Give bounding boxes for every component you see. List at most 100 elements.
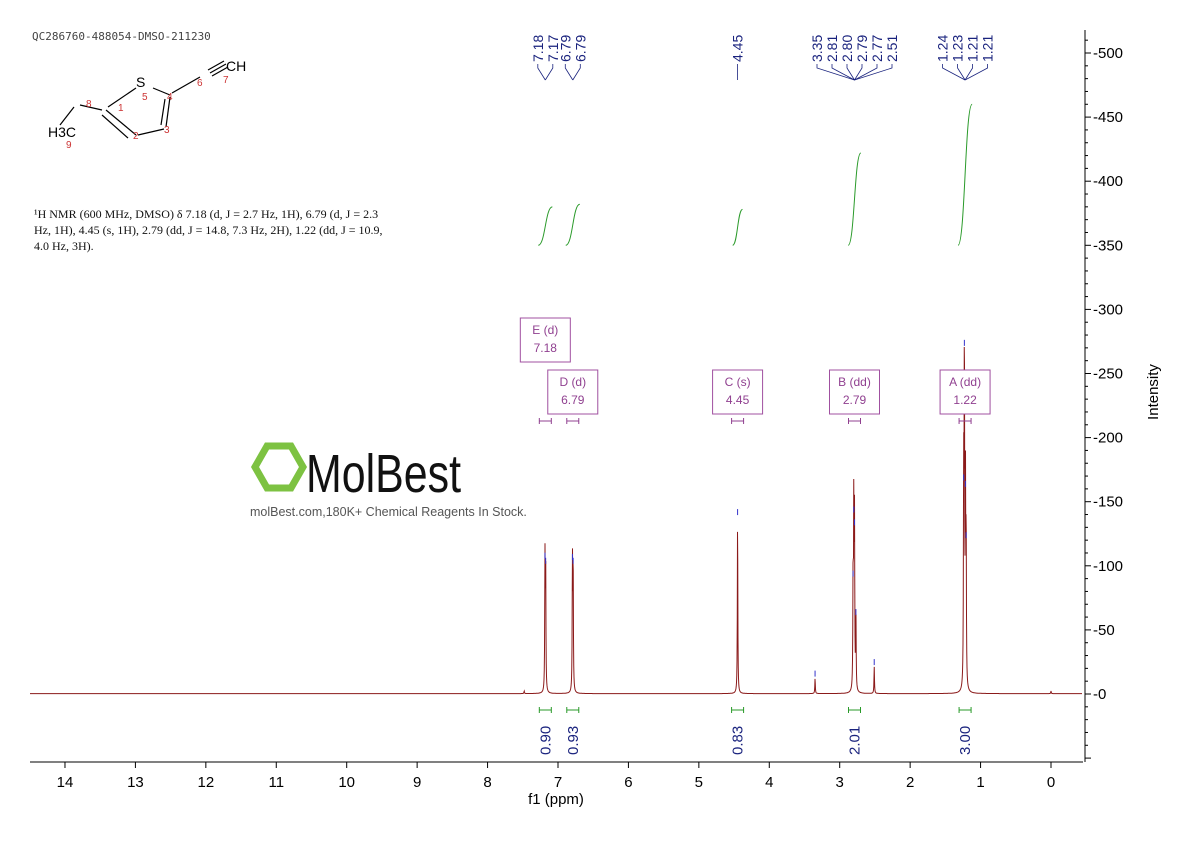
molecule-structure: S CH H3C 1 2 3 4 5 6 7 8 9	[48, 58, 246, 151]
sample-id: QC286760-488054-DMSO-211230	[32, 30, 211, 43]
multiplet-box	[712, 369, 764, 415]
peak-label-connector	[964, 64, 988, 81]
multiplet-shift: 1.22	[953, 393, 977, 407]
peak-shift-label: 7.18	[530, 35, 546, 62]
x-tick-label: 13	[127, 774, 144, 791]
integral-range	[731, 707, 745, 713]
multiplet-box	[519, 317, 571, 363]
y-tick-label: -300	[1093, 301, 1123, 318]
atom-number: 2	[133, 131, 139, 142]
peak-shift-label: 4.45	[730, 35, 746, 62]
multiplet-label: E (d)	[532, 323, 558, 337]
peak-shift-label: 1.21	[980, 35, 996, 62]
integral-range	[538, 707, 552, 713]
peak-shift-label: 2.80	[839, 35, 855, 62]
integral-range	[958, 707, 972, 713]
peak-shift-label: 3.35	[809, 35, 825, 62]
peak-label-connector	[854, 64, 893, 81]
x-tick-label: 12	[197, 774, 214, 791]
atom-number: 7	[223, 75, 229, 86]
x-tick-label: 14	[57, 774, 74, 791]
x-tick-label: 8	[483, 774, 491, 791]
spectrum-line	[30, 346, 1082, 695]
y-tick-label: -250	[1093, 366, 1123, 383]
multiplet-range	[538, 418, 552, 424]
peak-shift-label: 6.79	[557, 35, 573, 62]
y-tick-label: -450	[1093, 109, 1123, 126]
multiplet-shift: 6.79	[561, 393, 585, 407]
integral-value: 0.83	[730, 726, 747, 755]
peak-label-connector	[572, 64, 581, 81]
peak-label-connector	[854, 64, 863, 81]
atom-number: 3	[164, 125, 170, 136]
nmr-description: ¹H NMR (600 MHz, DMSO) δ 7.18 (d, J = 2.…	[34, 207, 383, 253]
logo-text: MolBest	[306, 444, 461, 500]
peak-label-connector	[544, 64, 554, 81]
y-axis-label: Intensity	[1145, 364, 1162, 420]
atom-ch: CH	[226, 58, 246, 74]
x-tick-label: 5	[695, 774, 703, 791]
multiplet-label: B (dd)	[838, 375, 871, 389]
peak-label-connector	[942, 64, 966, 81]
multiplet-range	[958, 418, 972, 424]
peak-label-connector	[846, 64, 855, 81]
x-axis-label: f1 (ppm)	[528, 791, 584, 808]
multiplet-shift: 4.45	[726, 393, 750, 407]
y-tick-label: -350	[1093, 237, 1123, 254]
integral-value: 2.01	[847, 726, 864, 755]
integral-value: 0.93	[565, 726, 582, 755]
peak-shift-label: 1.21	[965, 35, 981, 62]
multiplet-label: D (d)	[559, 375, 586, 389]
atom-number: 8	[86, 99, 92, 110]
x-tick-label: 7	[554, 774, 562, 791]
integral-curve	[847, 152, 862, 246]
y-tick-label: -150	[1093, 494, 1123, 511]
integral-range	[566, 707, 580, 713]
peak-shift-label: 1.24	[935, 35, 951, 62]
atom-s: S	[136, 74, 145, 90]
atom-number: 9	[66, 140, 72, 151]
x-tick-label: 9	[413, 774, 421, 791]
y-tick-label: -0	[1093, 686, 1106, 703]
peak-shift-label: 1.23	[950, 35, 966, 62]
y-tick-label: -400	[1093, 173, 1123, 190]
peak-label-connector	[831, 64, 855, 81]
x-tick-label: 6	[624, 774, 632, 791]
x-tick-label: 0	[1047, 774, 1055, 791]
x-tick-label: 11	[268, 774, 284, 791]
y-tick-label: -100	[1093, 558, 1123, 575]
atom-number: 6	[197, 78, 203, 89]
integral-curve	[957, 103, 973, 246]
peak-label-connector	[964, 64, 973, 81]
integral-value: 0.90	[537, 726, 554, 755]
multiplet-range	[848, 418, 861, 424]
atom-number: 1	[118, 103, 124, 114]
multiplet-range	[566, 418, 580, 424]
atom-number: 4	[167, 92, 173, 103]
integral-curve	[538, 206, 553, 246]
multiplet-box	[547, 369, 599, 415]
atom-number: 5	[142, 92, 148, 103]
molbest-logo: MolBest	[250, 442, 461, 500]
y-tick-label: -200	[1093, 430, 1123, 447]
watermark-url: molBest.com,180K+ Chemical Reagents In S…	[250, 505, 527, 519]
peak-label-connector	[564, 64, 574, 81]
peak-label-connector	[816, 64, 855, 81]
peak-shift-label: 7.17	[545, 35, 561, 62]
peak-label-connector	[957, 64, 966, 81]
multiplet-label: C (s)	[725, 375, 751, 389]
peak-label-connector	[537, 64, 546, 81]
x-tick-label: 4	[765, 774, 773, 791]
peak-shift-label: 2.51	[884, 35, 900, 62]
multiplet-box	[939, 369, 991, 415]
x-tick-label: 3	[836, 774, 844, 791]
x-tick-label: 10	[338, 774, 355, 791]
integral-value: 3.00	[957, 726, 974, 755]
multiplet-box	[829, 369, 881, 415]
x-tick-label: 1	[976, 774, 984, 791]
y-tick-label: -500	[1093, 45, 1123, 62]
y-tick-label: -50	[1093, 622, 1115, 639]
peak-shift-label: 2.81	[824, 35, 840, 62]
integral-range	[848, 707, 861, 713]
